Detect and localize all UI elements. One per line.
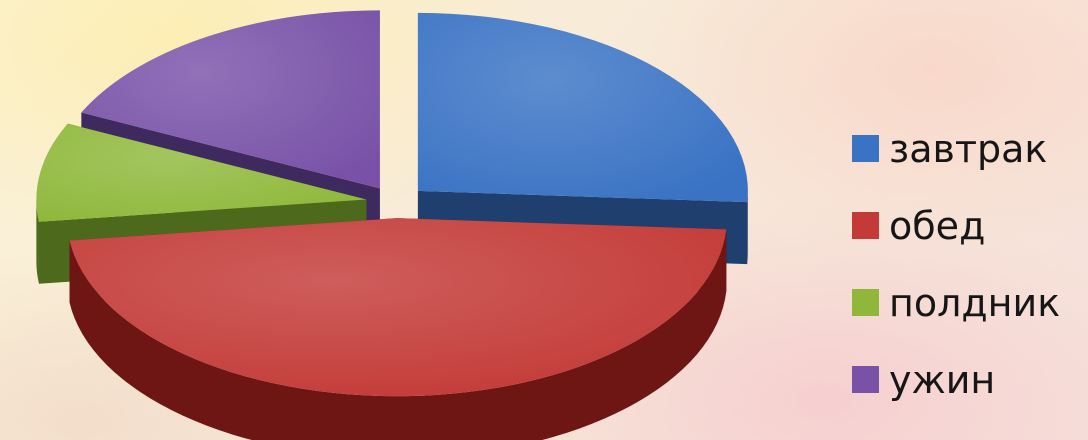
chart-legend: завтрак обед полдник ужин <box>852 110 1082 418</box>
slice-zavtrak-outer-wall <box>747 190 748 265</box>
legend-item-zavtrak: завтрак <box>852 110 1082 187</box>
legend-swatch-uzhin <box>852 366 879 393</box>
slice-uzhin-shine <box>81 10 380 189</box>
slice-poldnik-outer-wall <box>36 199 39 284</box>
legend-label-obed: обед <box>889 203 986 248</box>
legend-item-obed: обед <box>852 187 1082 264</box>
legend-swatch-zavtrak <box>852 135 879 162</box>
legend-swatch-poldnik <box>852 289 879 316</box>
slice-obed-outer-wall <box>69 229 727 440</box>
legend-label-zavtrak: завтрак <box>889 126 1048 171</box>
legend-label-poldnik: полдник <box>889 280 1061 325</box>
legend-item-poldnik: полдник <box>852 264 1082 341</box>
legend-label-uzhin: ужин <box>889 357 996 402</box>
legend-swatch-obed <box>852 212 879 239</box>
pie-slices <box>36 10 748 440</box>
slice-obed <box>69 218 727 440</box>
slice-obed-shine <box>69 218 727 397</box>
legend-item-uzhin: ужин <box>852 341 1082 418</box>
slice-poldnik-shine <box>36 123 367 222</box>
slice-zavtrak-shine <box>417 12 748 203</box>
